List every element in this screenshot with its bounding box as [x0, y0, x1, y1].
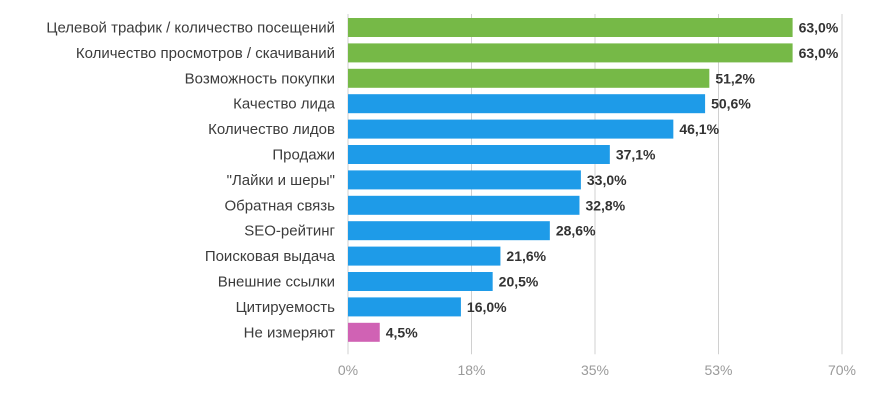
category-label: Внешние ссылки	[218, 274, 335, 291]
bar	[348, 145, 610, 164]
x-axis-ticks: 0% 18% 35% 53% 70%	[338, 362, 856, 378]
x-tick-label: 53%	[704, 362, 732, 378]
bar	[348, 246, 501, 266]
category-label: Не измеряют	[244, 324, 335, 341]
bar	[348, 43, 793, 63]
x-tick-label: 35%	[581, 362, 609, 378]
value-label: 28,6%	[556, 223, 596, 239]
x-tick-label: 18%	[457, 362, 485, 378]
category-label: Обратная связь	[224, 197, 335, 214]
category-label: Продажи	[272, 147, 335, 164]
bar	[348, 119, 674, 139]
value-label: 50,6%	[711, 96, 751, 112]
bar	[348, 94, 706, 114]
category-label: Целевой трафик / количество посещений	[46, 20, 335, 37]
bars	[348, 18, 793, 342]
value-label: 63,0%	[799, 20, 839, 36]
value-label: 33,0%	[587, 172, 627, 188]
bar	[348, 195, 580, 215]
value-label: 63,0%	[799, 45, 839, 61]
value-label: 51,2%	[715, 70, 755, 86]
value-label: 4,5%	[386, 324, 418, 340]
value-label: 32,8%	[585, 197, 625, 213]
category-label: Качество лида	[233, 96, 335, 113]
value-label: 16,0%	[467, 299, 507, 315]
value-label: 46,1%	[679, 121, 719, 137]
x-tick-label: 70%	[828, 362, 856, 378]
bar	[348, 18, 793, 37]
category-label: Поисковая выдача	[205, 248, 336, 265]
bar	[348, 297, 461, 317]
category-label: Возможность покупки	[185, 70, 335, 87]
value-label: 20,5%	[499, 274, 539, 290]
category-label: Цитируемость	[236, 299, 336, 316]
x-tick-label: 0%	[338, 362, 358, 378]
bar	[348, 272, 493, 291]
bar	[348, 322, 380, 342]
category-label: Количество просмотров / скачиваний	[76, 45, 335, 62]
category-label: Количество лидов	[208, 121, 335, 138]
bar	[348, 170, 581, 190]
value-label: 21,6%	[506, 248, 546, 264]
value-labels: 63,0% 63,0% 51,2% 50,6% 46,1% 37,1% 33,0% 32,8%…	[386, 20, 839, 341]
value-label: 37,1%	[616, 147, 656, 163]
category-label: SEO-рейтинг	[244, 223, 335, 240]
bar	[348, 221, 550, 241]
bar	[348, 68, 710, 88]
category-labels: Целевой трафик / количество посещений Кол…	[46, 20, 335, 342]
category-label: "Лайки и шеры"	[227, 172, 335, 189]
